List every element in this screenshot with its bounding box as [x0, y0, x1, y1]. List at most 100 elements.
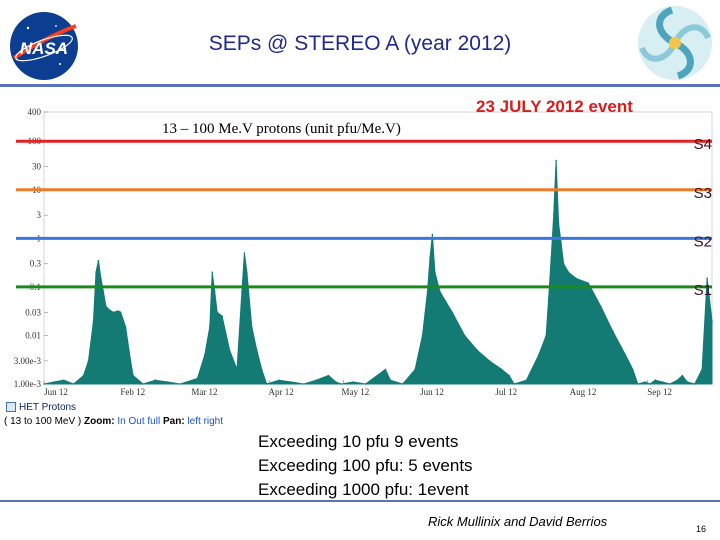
y-tick-label: 400: [28, 107, 42, 117]
data-point: [129, 360, 132, 362]
data-point: [209, 326, 211, 328]
data-point: [624, 354, 627, 356]
data-point: [587, 282, 590, 284]
threshold-label-s4: S4: [694, 136, 712, 153]
x-tick-label: Mar 12: [191, 387, 217, 397]
data-point: [255, 349, 258, 351]
author-credit: Rick Mullinix and David Berrios: [428, 514, 608, 529]
legend-series: HET Protons: [6, 402, 76, 413]
data-point: [649, 383, 651, 385]
data-point: [421, 334, 424, 337]
x-tick-label: Jun 12: [44, 387, 68, 397]
sun-icon: [669, 37, 681, 49]
data-point: [434, 271, 436, 274]
nasa-star: [55, 25, 57, 27]
data-point: [241, 290, 243, 293]
data-point: [154, 379, 157, 382]
chart-subtitle: 13 – 100 Me.V protons (unit pfu/Me.V): [162, 121, 401, 137]
data-point: [557, 222, 560, 225]
data-point: [681, 374, 684, 377]
data-point: [72, 383, 75, 385]
data-point: [508, 374, 510, 377]
data-point: [669, 383, 671, 385]
data-point: [112, 311, 115, 314]
threshold-label-s2: S2: [694, 233, 712, 250]
nasa-logo-circle: [10, 12, 78, 80]
data-point: [124, 326, 127, 328]
data-point: [278, 379, 280, 382]
series-checkbox[interactable]: [6, 402, 16, 413]
data-point: [236, 368, 238, 371]
zoom-in-link[interactable]: In: [117, 416, 126, 427]
footer-divider: [0, 500, 720, 502]
data-point: [644, 381, 646, 383]
data-point: [706, 277, 708, 280]
data-point: [547, 296, 550, 299]
data-point: [550, 256, 552, 259]
nasa-orbit: [15, 34, 73, 62]
legend-range-label: ( 13 to 100 MeV ): [4, 416, 82, 427]
data-point: [204, 354, 206, 356]
data-point: [431, 233, 434, 236]
stat-line: Exceeding 1000 pfu: 1event: [258, 480, 469, 499]
data-point: [711, 320, 713, 322]
stat-line: Exceeding 100 pfu: 5 events: [258, 456, 473, 475]
x-tick-label: Sep 12: [647, 387, 672, 397]
data-point: [429, 256, 431, 259]
data-point: [552, 214, 555, 216]
data-point: [562, 262, 565, 265]
data-point: [439, 290, 441, 293]
zoom-full-link[interactable]: full: [147, 416, 161, 427]
y-tick-label: 3.00e-3: [14, 356, 42, 366]
data-point: [246, 271, 248, 274]
threshold-label-s1: S1: [694, 282, 712, 299]
data-point: [701, 368, 703, 371]
y-tick-label: 30: [32, 162, 42, 172]
data-point: [87, 360, 90, 362]
data-point: [211, 271, 213, 274]
data-point: [102, 290, 105, 293]
data-point: [567, 271, 570, 274]
data-point: [290, 381, 293, 383]
data-point: [654, 379, 656, 382]
nasa-star: [59, 63, 61, 65]
data-point: [119, 311, 122, 314]
data-point: [260, 368, 263, 371]
pan-left-link[interactable]: left: [187, 416, 201, 427]
data-point: [335, 381, 337, 383]
data-point: [265, 383, 268, 385]
data-point: [426, 290, 429, 293]
data-point: [100, 277, 102, 280]
data-point: [538, 354, 540, 356]
nasa-swoosh: [12, 24, 77, 60]
legend-series-label: HET Protons: [19, 402, 77, 413]
data-point: [637, 383, 639, 385]
nasa-star: [26, 26, 30, 30]
data-point: [384, 368, 387, 371]
data-point: [488, 360, 491, 362]
data-point: [476, 349, 478, 351]
sep-chart: 4001003010310.30.10.030.013.00e-31.00e-3…: [14, 97, 713, 397]
y-tick-label: 0.01: [25, 330, 41, 340]
nasa-logo: NASA: [10, 12, 78, 80]
data-point: [251, 326, 253, 328]
data-point: [303, 383, 305, 385]
pan-right-link[interactable]: right: [203, 416, 224, 427]
data-point: [53, 381, 55, 383]
data-point: [525, 379, 528, 382]
data-point: [686, 381, 689, 383]
data-point: [340, 383, 342, 385]
zoom-out-link[interactable]: Out: [128, 416, 145, 427]
data-point: [221, 315, 223, 317]
stat-line: Exceeding 10 pfu 9 events: [258, 432, 459, 451]
slide-title: SEPs @ STEREO A (year 2012): [208, 32, 512, 55]
y-tick-label: 0.3: [30, 259, 42, 269]
data-point: [451, 311, 454, 314]
stereo-logo: [638, 6, 712, 80]
data-point: [228, 349, 231, 351]
data-point: [213, 290, 216, 293]
zoom-label: Zoom:: [84, 416, 115, 427]
y-tick-label: 1.00e-3: [14, 379, 42, 389]
nasa-logo-text: NASA: [20, 39, 68, 58]
data-point: [243, 252, 246, 254]
